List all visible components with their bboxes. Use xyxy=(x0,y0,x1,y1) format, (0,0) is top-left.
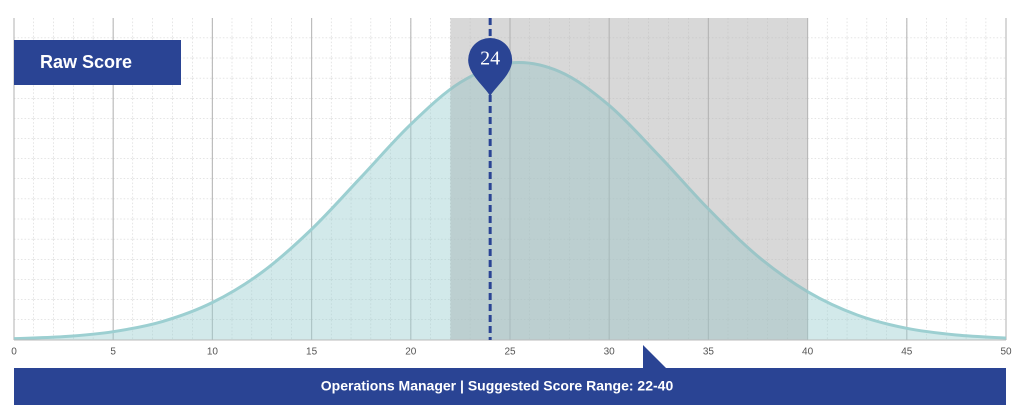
x-tick-label: 20 xyxy=(405,347,417,358)
marker-pin xyxy=(468,37,513,96)
chart-title: Raw Score xyxy=(40,52,132,72)
x-tick-label: 45 xyxy=(901,347,913,358)
area-fill xyxy=(14,62,1006,341)
x-tick-label: 5 xyxy=(110,347,116,358)
x-tick-label: 10 xyxy=(207,347,219,358)
x-tick-label: 50 xyxy=(1000,347,1012,358)
footer-bar xyxy=(14,368,1006,405)
x-tick-label: 35 xyxy=(703,347,715,358)
footer-text: Operations Manager | Suggested Score Ran… xyxy=(321,378,674,394)
title-box xyxy=(14,40,181,85)
x-tick-label: 25 xyxy=(504,347,516,358)
x-tick-label: 0 xyxy=(11,347,17,358)
range-overlay xyxy=(450,18,808,340)
x-tick-label: 40 xyxy=(802,347,814,358)
footer-pointer xyxy=(643,345,666,368)
marker-label: 24 xyxy=(480,48,500,70)
x-tick-label: 30 xyxy=(604,347,616,358)
x-tick-label: 15 xyxy=(306,347,318,358)
